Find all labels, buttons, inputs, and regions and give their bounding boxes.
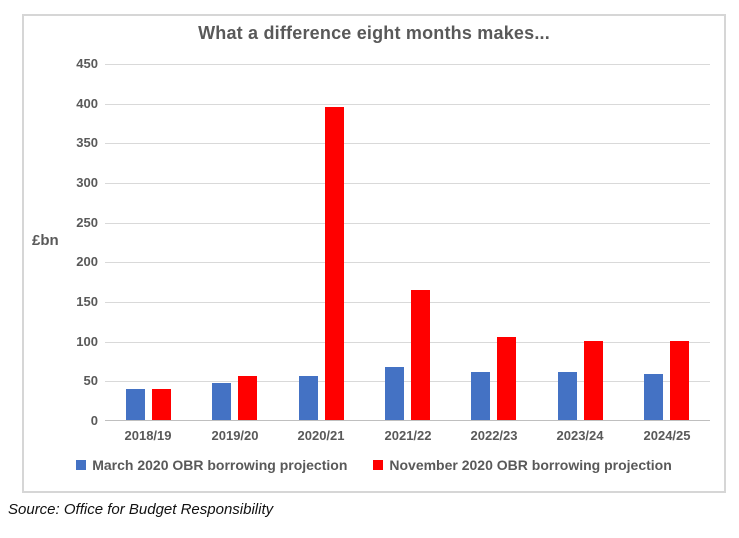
bar-series1-2022-23 (471, 372, 490, 420)
y-tick-label: 50 (83, 373, 98, 388)
y-tick-label: 100 (76, 334, 98, 349)
gridline (105, 104, 710, 105)
bar-series1-2019-20 (212, 383, 231, 420)
legend-item-november: November 2020 OBR borrowing projection (373, 457, 672, 473)
gridline (105, 64, 710, 65)
x-axis-label: 2023/24 (556, 428, 604, 443)
gridline (105, 223, 710, 224)
bar-series1-2024-25 (644, 374, 663, 420)
bar-series2-2024-25 (670, 341, 689, 420)
y-tick-label: 150 (76, 294, 98, 309)
legend: March 2020 OBR borrowing projection Novem… (24, 457, 724, 473)
bar-series2-2020-21 (325, 107, 344, 420)
x-axis-label: 2021/22 (384, 428, 432, 443)
y-tick-label: 0 (90, 413, 98, 428)
bar-series1-2020-21 (299, 376, 318, 420)
y-tick-label: 450 (76, 56, 98, 71)
x-axis-label: 2024/25 (643, 428, 691, 443)
x-axis-label: 2022/23 (470, 428, 518, 443)
y-tick-label: 200 (76, 254, 98, 269)
bar-series2-2018-19 (152, 389, 171, 420)
source-note: Source: Office for Budget Responsibility (8, 501, 274, 518)
gridline (105, 143, 710, 144)
gridline (105, 262, 710, 263)
plot-area (105, 64, 710, 421)
gridline (105, 302, 710, 303)
bar-series1-2023-24 (558, 372, 577, 420)
chart-frame: What a difference eight months makes... … (22, 14, 726, 493)
bar-series2-2019-20 (238, 376, 257, 420)
legend-swatch-icon (373, 460, 384, 470)
gridline (105, 183, 710, 184)
bar-series2-2021-22 (411, 290, 430, 420)
bar-series2-2023-24 (584, 341, 603, 420)
x-axis-label: 2020/21 (297, 428, 345, 443)
x-axis-label: 2018/19 (124, 428, 172, 443)
bar-series1-2021-22 (385, 367, 404, 420)
legend-swatch-icon (76, 460, 87, 470)
legend-label: March 2020 OBR borrowing projection (92, 457, 348, 473)
y-axis-unit-label: £bn (32, 232, 59, 249)
y-tick-label: 400 (76, 96, 98, 111)
gridline (105, 381, 710, 382)
x-axis-label: 2019/20 (211, 428, 259, 443)
legend-item-march: March 2020 OBR borrowing projection (76, 457, 347, 473)
y-tick-label: 300 (76, 175, 98, 190)
bar-series1-2018-19 (126, 389, 145, 420)
chart-title: What a difference eight months makes... (198, 23, 550, 43)
y-tick-label: 250 (76, 215, 98, 230)
gridline (105, 342, 710, 343)
legend-label: November 2020 OBR borrowing projection (389, 457, 672, 473)
y-tick-label: 350 (76, 135, 98, 150)
bar-series2-2022-23 (497, 337, 516, 420)
